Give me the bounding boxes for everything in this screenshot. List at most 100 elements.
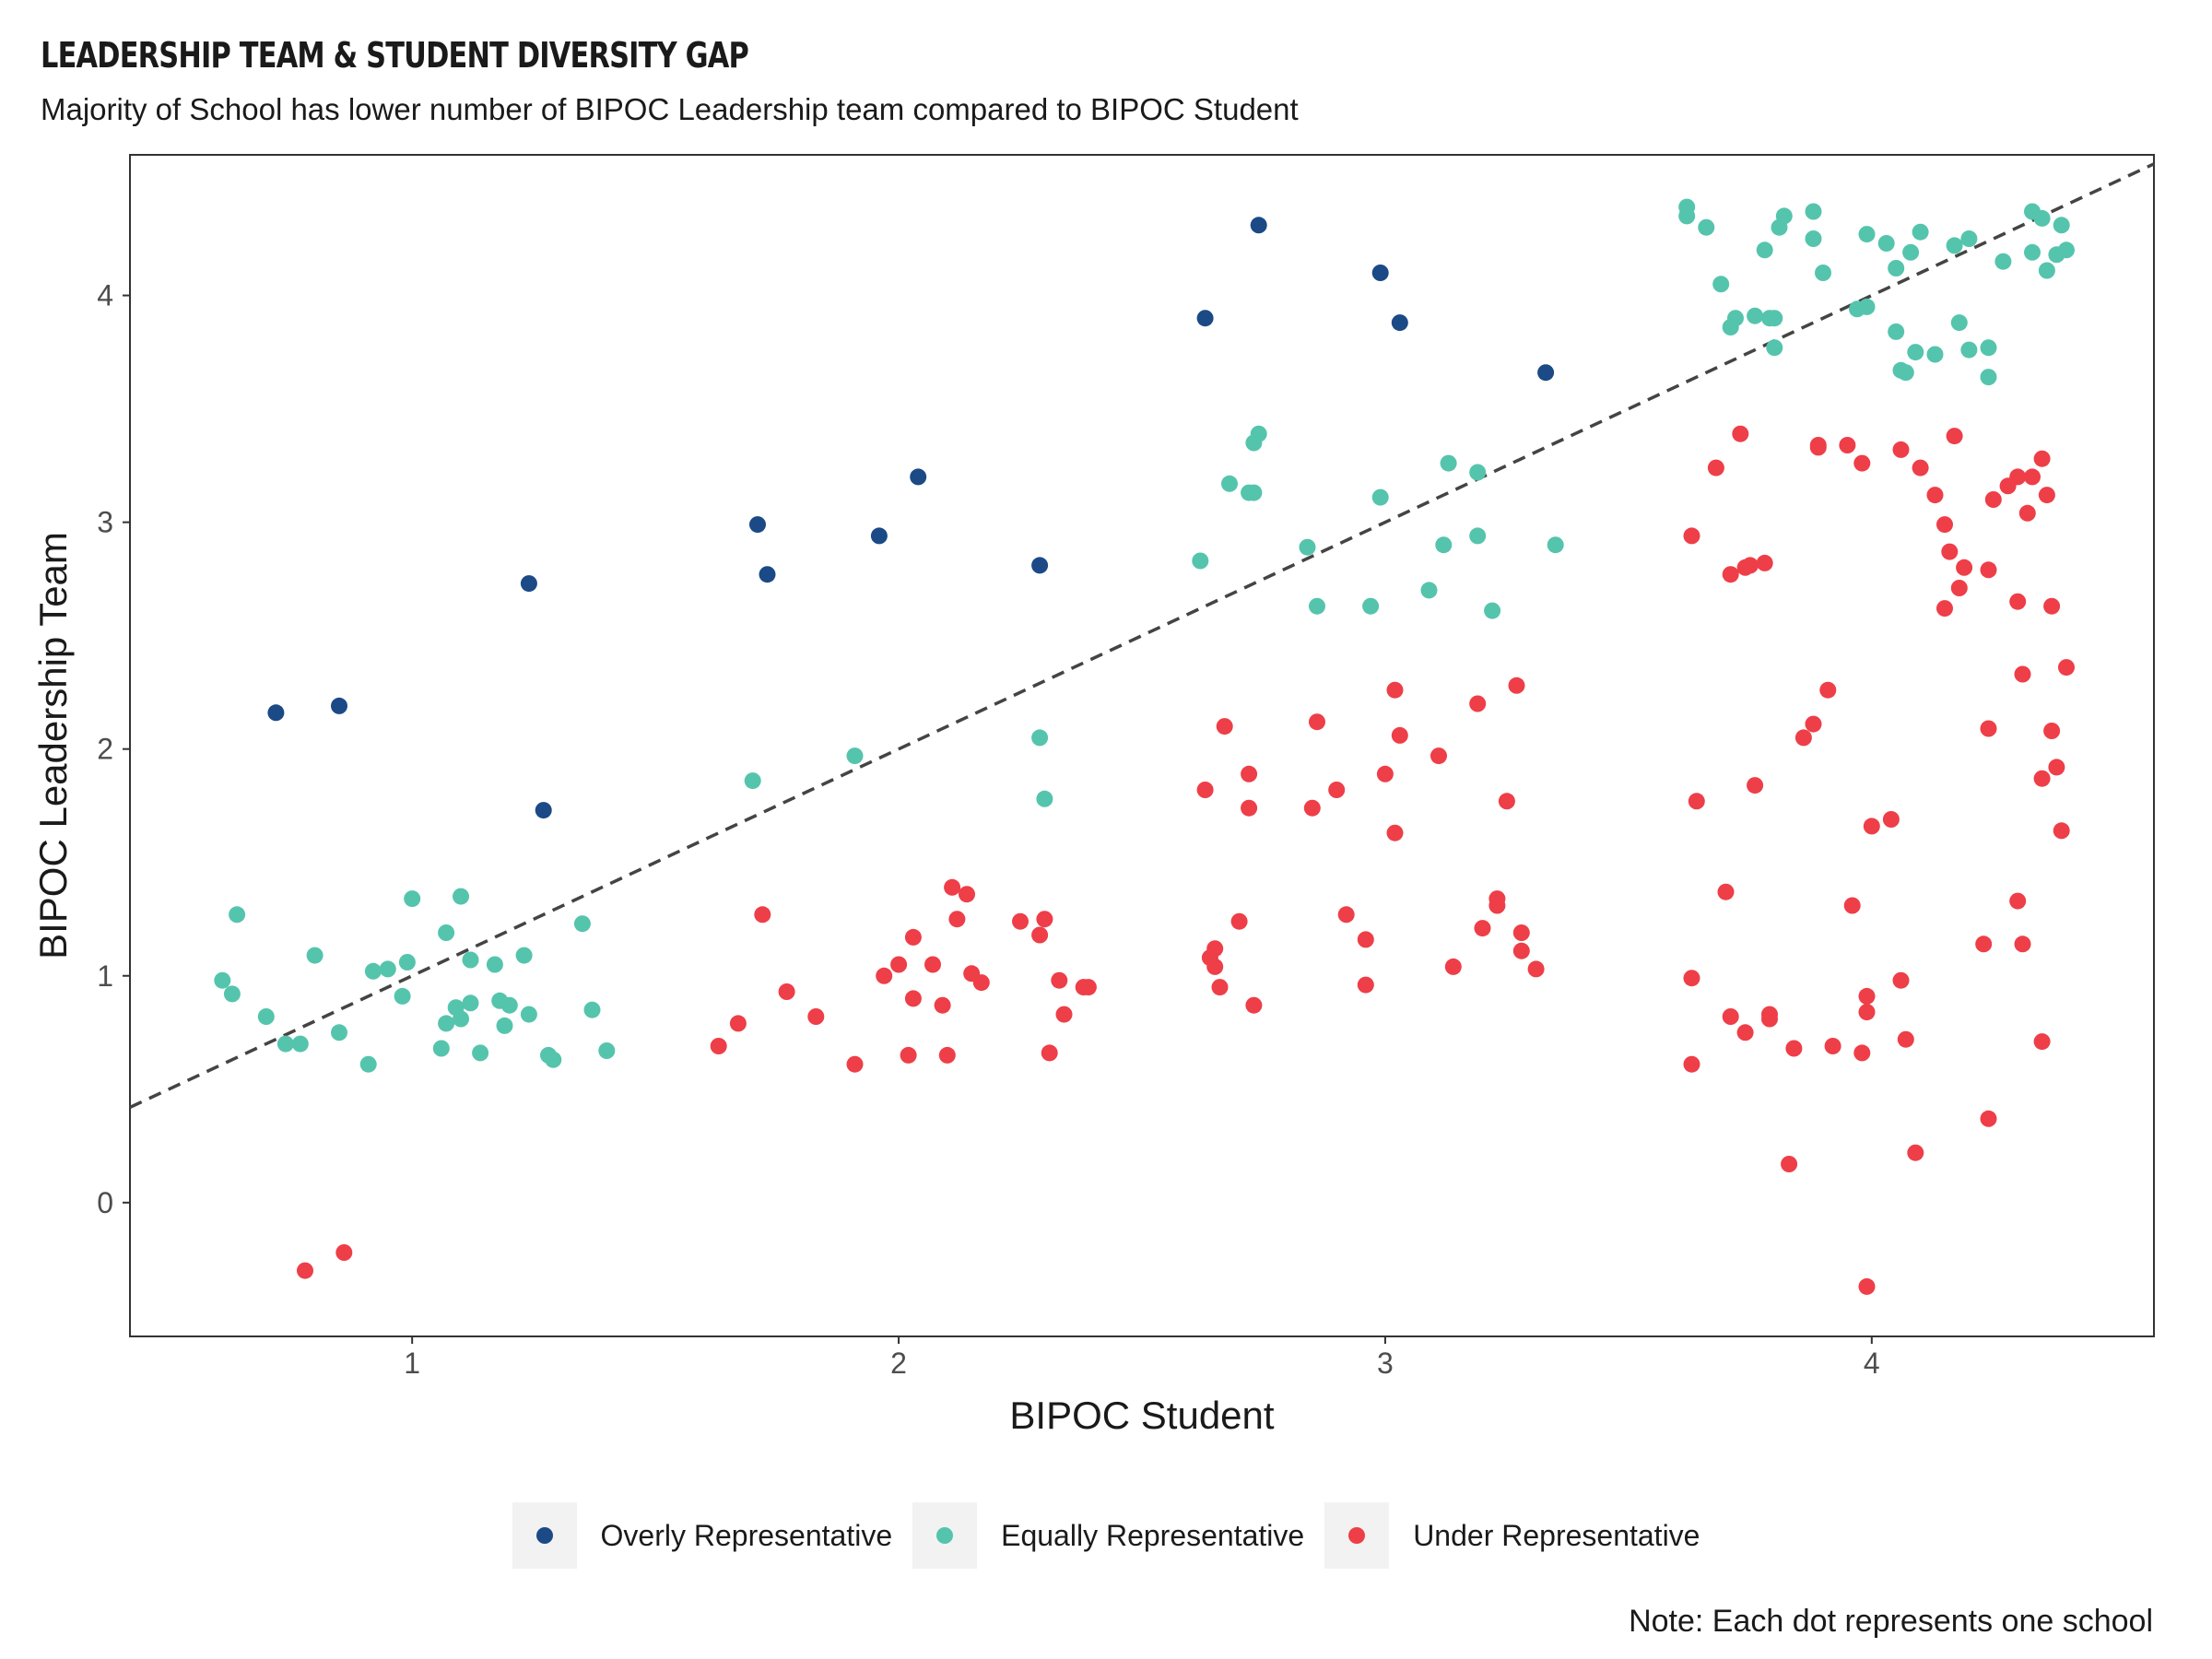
data-point [1946,237,1963,254]
data-point [1805,230,1822,247]
data-point [1036,790,1053,807]
chart-subtitle: Majority of School has lower number of B… [41,92,1299,126]
data-point [1498,793,1515,810]
x-tick-label: 2 [890,1347,907,1380]
data-point [1196,310,1214,327]
data-point [1926,487,1944,504]
data-point [938,1046,956,1064]
data-point [1775,207,1793,225]
data-point [1391,314,1408,332]
data-point [1031,557,1049,574]
data-point [1819,681,1837,699]
data-point [1892,441,1910,458]
data-point [972,974,990,992]
data-point [1888,260,1905,276]
data-point [846,1055,864,1073]
legend-label-under: Under Representative [1413,1518,1700,1552]
data-point [1474,920,1491,937]
data-point [934,996,951,1014]
data-point [545,1051,562,1068]
data-point [1980,339,1997,357]
data-point [2053,822,2070,840]
reference-line [129,162,2155,1110]
data-point [1216,718,1233,735]
data-point [1245,484,1263,501]
data-point [1756,241,1773,259]
data-point [1815,265,1831,281]
data-point [257,1008,275,1025]
data-point [1717,883,1735,900]
data-point [1041,1044,1058,1062]
data-point [2014,935,2031,953]
chart-title: LEADERSHIP TEAM & STUDENT DIVERSITY GAP [41,35,749,76]
data-point [1980,720,1997,737]
data-point [1907,1144,1924,1161]
data-point [1221,475,1238,492]
series-under [297,425,2075,1295]
data-point [1376,765,1394,782]
data-point [2009,593,2027,610]
data-point [1055,1006,1073,1023]
data-point [1892,971,1910,989]
chart-caption: Note: Each dot represents one school [1629,1604,2153,1639]
data-point [520,1006,537,1023]
legend-dot-overly [535,1527,553,1544]
data-point [1736,1024,1754,1041]
legend-dot-under [1348,1527,1366,1544]
data-point [306,947,324,964]
data-point [1469,464,1487,481]
data-point [453,888,469,905]
data-point [364,962,382,980]
data-point [276,1035,294,1053]
data-point [870,527,888,545]
data-point [1936,600,1953,618]
series-equally [214,198,2075,1073]
x-tick-label: 3 [1377,1347,1394,1380]
data-point [1537,364,1555,382]
data-point [1781,1156,1798,1172]
data-point [1785,1040,1803,1057]
data-point [2058,659,2075,677]
data-point [535,802,552,819]
data-point [214,971,231,989]
data-point [2058,241,2075,259]
data-point [1241,799,1258,817]
data-point [583,1001,601,1018]
data-point [1371,265,1389,281]
data-point [1950,580,1968,596]
data-point [1858,987,1876,1005]
data-point [291,1035,309,1053]
data-point [1805,203,1822,220]
plot-panel-border [129,154,2155,1337]
data-point [1206,940,1224,958]
data-point [598,1042,616,1059]
data-point [1980,561,1997,579]
data-point [1858,298,1876,315]
data-point [1683,1055,1700,1073]
data-point [573,915,591,933]
data-point [404,890,421,908]
data-point [1747,777,1764,794]
data-point [1211,979,1229,996]
data-point [924,956,941,973]
y-tick-label: 0 [97,1186,113,1219]
data-point [1936,516,1953,534]
data-point [1722,1008,1739,1025]
data-point [486,956,503,973]
data-point [1337,906,1355,924]
data-point [2043,597,2061,615]
data-point [876,967,893,984]
data-point [1941,543,1959,560]
data-point [1980,1110,1997,1127]
data-point [297,1262,313,1279]
legend-item-overly: Overly Representative [512,1502,892,1569]
chart-legend: Overly Representative Equally Representa… [0,1502,2212,1569]
data-point [1036,911,1053,928]
data-point [331,1024,347,1041]
data-point [846,747,864,765]
y-tick-label: 2 [97,733,113,766]
data-point [1309,713,1325,731]
data-point [1756,554,1773,571]
data-point [1362,597,1380,615]
legend-item-under: Under Representative [1324,1502,1700,1569]
